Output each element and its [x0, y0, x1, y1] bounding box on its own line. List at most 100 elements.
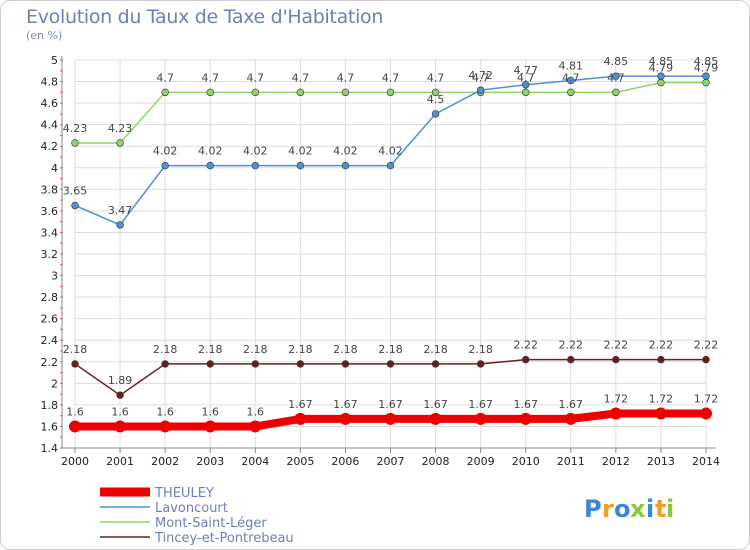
data-label-tincey-et-pontrebeau: 2.18: [423, 343, 448, 356]
data-label-theuley: 1.67: [423, 398, 448, 411]
data-label-tincey-et-pontrebeau: 1.89: [108, 374, 133, 387]
data-point-tincey-et-pontrebeau: [296, 360, 305, 368]
data-point-tincey-et-pontrebeau: [476, 360, 485, 368]
data-label-lavoncourt: 4.02: [288, 145, 313, 158]
y-tick-label: 4.8: [41, 76, 59, 89]
data-point-theuley: [69, 420, 81, 433]
data-label-mont-saint-l-ger: 4.7: [292, 71, 310, 84]
y-tick-label: 1.4: [41, 442, 59, 455]
data-point-theuley: [114, 420, 127, 433]
data-point-lavoncourt: [612, 72, 620, 80]
data-point-tincey-et-pontrebeau: [567, 355, 575, 364]
y-tick-label: 3.4: [41, 226, 59, 239]
data-label-theuley: 1.6: [247, 405, 265, 418]
data-label-lavoncourt: 4.77: [513, 64, 538, 77]
data-label-mont-saint-l-ger: 4.79: [649, 62, 674, 75]
y-tick-label: 2: [51, 377, 58, 390]
chart-title: Evolution du Taux de Taxe d'Habitation: [26, 6, 384, 28]
data-point-mont-saint-l-ger: [341, 88, 350, 97]
data-point-lavoncourt: [116, 221, 124, 229]
data-point-lavoncourt: [522, 81, 530, 89]
data-label-theuley: 1.67: [288, 398, 313, 411]
data-point-tincey-et-pontrebeau: [612, 355, 620, 364]
data-label-lavoncourt: 4.02: [243, 145, 268, 158]
chart-subtitle: (en %): [26, 29, 63, 42]
data-label-tincey-et-pontrebeau: 2.22: [559, 339, 584, 352]
data-point-lavoncourt: [702, 72, 710, 80]
data-label-theuley: 1.6: [201, 405, 219, 418]
data-labels: 2.18 1.89 2.18 2.18 2.18 2.18 2.18 2.18 2.18 2.18…: [63, 55, 719, 418]
data-label-mont-saint-l-ger: 4.7: [201, 71, 219, 84]
data-label-mont-saint-l-ger: 4.79: [694, 62, 719, 75]
data-point-tincey-et-pontrebeau: [431, 360, 440, 368]
data-label-tincey-et-pontrebeau: 2.18: [243, 343, 268, 356]
data-label-lavoncourt: 4.81: [559, 59, 584, 72]
y-tick-label: 2.2: [41, 356, 59, 369]
series: [69, 72, 712, 433]
data-label-tincey-et-pontrebeau: 2.18: [153, 343, 178, 356]
data-point-mont-saint-l-ger: [206, 88, 214, 97]
data-label-tincey-et-pontrebeau: 2.22: [513, 339, 538, 352]
data-label-lavoncourt: 4.02: [378, 145, 403, 158]
data-label-tincey-et-pontrebeau: 2.18: [468, 343, 493, 356]
data-label-lavoncourt: 3.65: [63, 185, 88, 198]
y-tick-label: 3: [51, 270, 58, 283]
data-point-tincey-et-pontrebeau: [522, 355, 530, 364]
data-label-theuley: 1.6: [66, 405, 84, 418]
data-label-tincey-et-pontrebeau: 2.18: [198, 343, 223, 356]
data-label-theuley: 1.67: [559, 398, 584, 411]
data-label-theuley: 1.72: [694, 393, 719, 406]
data-label-tincey-et-pontrebeau: 2.22: [649, 339, 674, 352]
data-point-mont-saint-l-ger: [431, 88, 440, 97]
brand-letter: o: [614, 495, 631, 523]
data-point-theuley: [564, 412, 577, 425]
y-tick-label: 4.6: [41, 97, 59, 110]
data-point-mont-saint-l-ger: [657, 78, 665, 87]
x-tick-label: 2011: [557, 455, 585, 468]
data-label-lavoncourt: 4.02: [198, 145, 223, 158]
x-tick-label: 2006: [331, 455, 359, 468]
data-point-tincey-et-pontrebeau: [702, 355, 710, 364]
data-label-theuley: 1.6: [156, 405, 174, 418]
data-label-tincey-et-pontrebeau: 2.22: [694, 339, 719, 352]
x-tick-label: 2008: [422, 455, 450, 468]
data-label-mont-saint-l-ger: 4.7: [607, 71, 625, 84]
y-tick-label: 1.8: [41, 399, 59, 412]
legend: THEULEYLavoncourtMont-Saint-LégerTincey-…: [100, 486, 294, 546]
data-label-mont-saint-l-ger: 4.23: [108, 122, 133, 135]
legend-label: Mont-Saint-Léger: [155, 516, 267, 531]
brand-letter: r: [602, 495, 614, 523]
x-tick-label: 2000: [61, 455, 89, 468]
data-label-mont-saint-l-ger: 4.7: [562, 71, 580, 84]
y-tick-label: 4.4: [41, 119, 59, 132]
y-tick-label: 5: [51, 54, 58, 67]
x-tick-label: 2005: [286, 455, 314, 468]
data-label-mont-saint-l-ger: 4.23: [63, 122, 88, 135]
data-point-theuley: [609, 407, 622, 420]
brand-letter: P: [584, 495, 602, 523]
data-point-theuley: [204, 420, 217, 433]
data-label-lavoncourt: 4.5: [427, 93, 445, 106]
x-tick-label: 2009: [467, 455, 495, 468]
data-point-mont-saint-l-ger: [612, 88, 620, 97]
y-tick-label: 2.8: [41, 291, 59, 304]
y-tick-label: 1.6: [41, 420, 59, 433]
data-point-mont-saint-l-ger: [702, 78, 710, 87]
x-tick-label: 2013: [647, 455, 675, 468]
data-point-tincey-et-pontrebeau: [251, 360, 259, 368]
data-point-mont-saint-l-ger: [296, 88, 305, 97]
data-label-mont-saint-l-ger: 4.7: [517, 71, 535, 84]
data-point-theuley: [519, 412, 532, 425]
data-point-tincey-et-pontrebeau: [161, 360, 169, 368]
data-label-tincey-et-pontrebeau: 2.18: [333, 343, 358, 356]
legend-label: THEULEY: [154, 486, 214, 501]
data-point-lavoncourt: [567, 76, 575, 85]
y-tick-label: 2.4: [41, 334, 59, 347]
data-label-lavoncourt: 4.72: [468, 69, 493, 82]
data-label-mont-saint-l-ger: 4.7: [472, 71, 490, 84]
data-point-lavoncourt: [71, 201, 79, 210]
data-label-mont-saint-l-ger: 4.7: [337, 71, 355, 84]
y-tick-label: 2.6: [41, 313, 59, 326]
